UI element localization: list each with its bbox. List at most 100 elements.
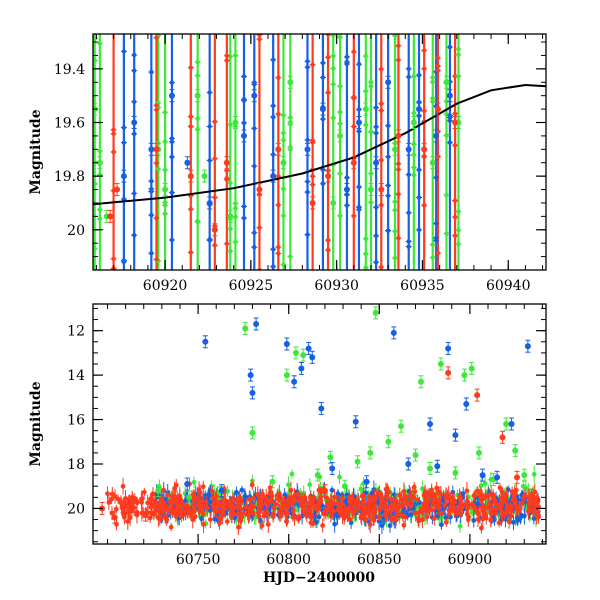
noise-point [261,513,267,519]
noise-point [359,514,365,520]
noise-point [383,486,389,492]
cluster-point [281,137,286,143]
noise-point [383,505,389,511]
data-point [367,449,374,456]
noise-point [192,496,198,501]
noise-point [443,519,449,525]
y-tick-label: 16 [67,413,85,429]
cluster-point [188,124,194,129]
noise-point [516,508,522,514]
noise-point [224,519,230,524]
cluster-point [169,154,175,160]
cluster-point [131,191,137,196]
noise-point [353,501,359,507]
data-point [292,349,299,356]
noise-point [432,502,438,507]
y-axis-label-top: Magnitude [28,109,44,194]
noise-point [457,523,463,529]
x-tick-label: 60935 [400,278,445,294]
cluster-point [351,213,357,219]
data-point [153,146,160,153]
cluster-point [406,74,411,80]
noise-point [325,507,330,513]
cluster-point [212,156,218,161]
data-point [330,199,337,206]
cluster-point [270,264,276,269]
cluster-point [207,90,212,95]
cluster-point [93,181,97,187]
noise-point [392,504,398,510]
cluster-point [356,207,362,212]
noise-point [457,496,463,502]
cluster-point [131,68,137,73]
cluster-point [121,49,127,54]
cluster-point [368,171,374,176]
data-point [162,186,169,193]
noise-point [287,498,293,504]
data-point [385,438,392,445]
cluster-point [396,191,401,197]
noise-point [358,486,364,492]
noise-point [479,494,485,500]
data-point [280,159,287,166]
cluster-point [430,75,435,80]
cluster-point [224,241,230,247]
cluster-point [337,34,343,40]
cluster-point [435,55,441,61]
cluster-point [162,139,168,145]
cluster-point [406,210,411,215]
data-point [114,186,121,193]
noise-point [191,479,197,485]
data-point [468,365,475,372]
data-point [528,492,535,499]
noise-point [148,504,154,510]
noise-point [196,487,202,493]
cluster-point [356,129,362,134]
data-point [206,199,213,206]
cluster-point [379,157,384,163]
cluster-point [131,52,137,58]
data-point [287,79,294,86]
noise-point [329,487,335,493]
noise-point [131,505,137,511]
noise-point [229,513,235,519]
data-point [96,159,103,166]
cluster-point [447,113,453,118]
noise-point [234,489,239,495]
noise-point [472,505,478,511]
cluster-point [456,46,461,52]
cluster-point [452,111,458,116]
cluster-point [97,41,103,46]
noise-point [471,518,477,523]
cluster-point [154,215,159,221]
cluster-point [233,201,238,206]
cluster-point [241,74,247,79]
data-point [452,119,459,126]
model-curve [93,83,546,206]
noise-point [168,524,174,530]
noise-point [178,514,184,519]
noise-point [405,500,411,506]
noise-point [413,510,419,516]
noise-point [278,496,284,502]
data-point [296,496,303,503]
cluster-point [379,67,384,72]
cluster-point [111,256,116,262]
data-point [267,489,274,496]
cluster-point [207,237,212,242]
cluster-point [320,181,326,186]
cluster-point [257,34,262,38]
noise-point [383,513,389,518]
noise-point [159,498,165,503]
noise-point [220,500,226,506]
cluster-point [344,54,350,60]
cluster-point [156,167,161,172]
noise-point [397,492,403,498]
data-point [186,494,193,501]
cluster-point [111,131,116,137]
cluster-point [207,124,212,129]
y-tick-label: 20 [67,223,85,239]
cluster-point [416,195,422,200]
data-point [232,119,239,126]
data-point [314,472,321,479]
